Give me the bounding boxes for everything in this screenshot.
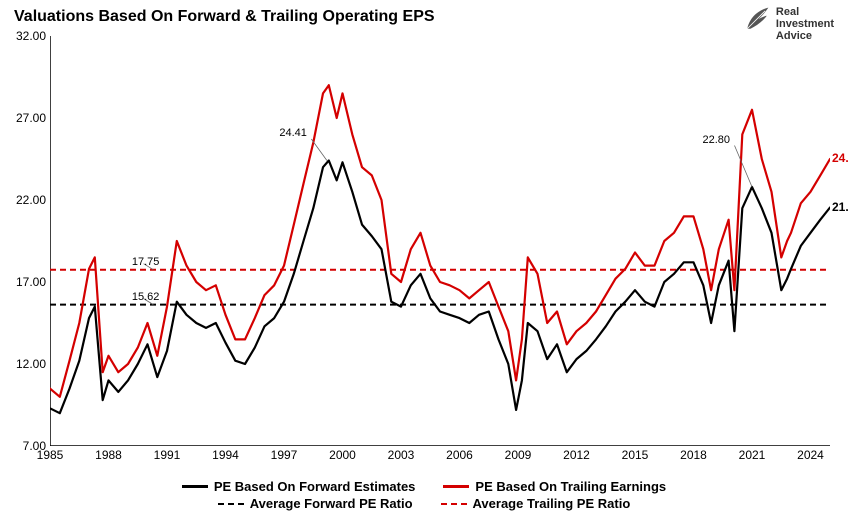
- x-tick-label: 1991: [154, 448, 181, 462]
- legend-swatch: [182, 485, 208, 488]
- y-tick-label: 12.00: [6, 357, 46, 371]
- legend-item-avg-trailing: Average Trailing PE Ratio: [441, 496, 631, 511]
- x-tick-label: 2021: [739, 448, 766, 462]
- avg-line-label: 17.75: [132, 256, 160, 268]
- x-tick-label: 2015: [622, 448, 649, 462]
- legend: PE Based On Forward Estimates PE Based O…: [0, 479, 848, 511]
- y-tick-label: 22.00: [6, 193, 46, 207]
- legend-label: PE Based On Trailing Earnings: [475, 479, 666, 494]
- series-end-label: 21.54: [832, 200, 848, 214]
- feather-icon: [744, 6, 770, 32]
- series-end-label: 24.50: [832, 151, 848, 165]
- legend-swatch: [218, 503, 244, 505]
- plot-area: [50, 36, 830, 446]
- legend-item-forward: PE Based On Forward Estimates: [182, 479, 416, 494]
- legend-item-trailing: PE Based On Trailing Earnings: [443, 479, 666, 494]
- legend-label: PE Based On Forward Estimates: [214, 479, 416, 494]
- x-tick-label: 2006: [446, 448, 473, 462]
- x-tick-label: 2009: [505, 448, 532, 462]
- x-tick-label: 1988: [95, 448, 122, 462]
- annotation-label: 24.41: [279, 127, 307, 139]
- legend-row-1: PE Based On Forward Estimates PE Based O…: [182, 479, 666, 494]
- annotation-label: 22.80: [703, 134, 731, 146]
- legend-label: Average Forward PE Ratio: [250, 496, 413, 511]
- brand-line1: Real: [776, 6, 834, 18]
- chart-svg: [50, 36, 830, 446]
- brand-line2: Investment: [776, 18, 834, 30]
- y-tick-label: 17.00: [6, 275, 46, 289]
- legend-swatch: [441, 503, 467, 505]
- chart-title: Valuations Based On Forward & Trailing O…: [14, 8, 435, 26]
- legend-swatch: [443, 485, 469, 488]
- legend-row-2: Average Forward PE Ratio Average Trailin…: [218, 496, 631, 511]
- x-tick-label: 2003: [388, 448, 415, 462]
- legend-item-avg-forward: Average Forward PE Ratio: [218, 496, 413, 511]
- x-tick-label: 2012: [563, 448, 590, 462]
- x-tick-label: 1997: [271, 448, 298, 462]
- x-tick-label: 2000: [329, 448, 356, 462]
- y-tick-label: 32.00: [6, 29, 46, 43]
- x-tick-label: 2018: [680, 448, 707, 462]
- chart-container: Valuations Based On Forward & Trailing O…: [0, 0, 848, 517]
- x-tick-label: 1985: [37, 448, 64, 462]
- x-tick-label: 2024: [797, 448, 824, 462]
- y-tick-label: 27.00: [6, 111, 46, 125]
- avg-line-label: 15.62: [132, 291, 160, 303]
- x-tick-label: 1994: [212, 448, 239, 462]
- legend-label: Average Trailing PE Ratio: [473, 496, 631, 511]
